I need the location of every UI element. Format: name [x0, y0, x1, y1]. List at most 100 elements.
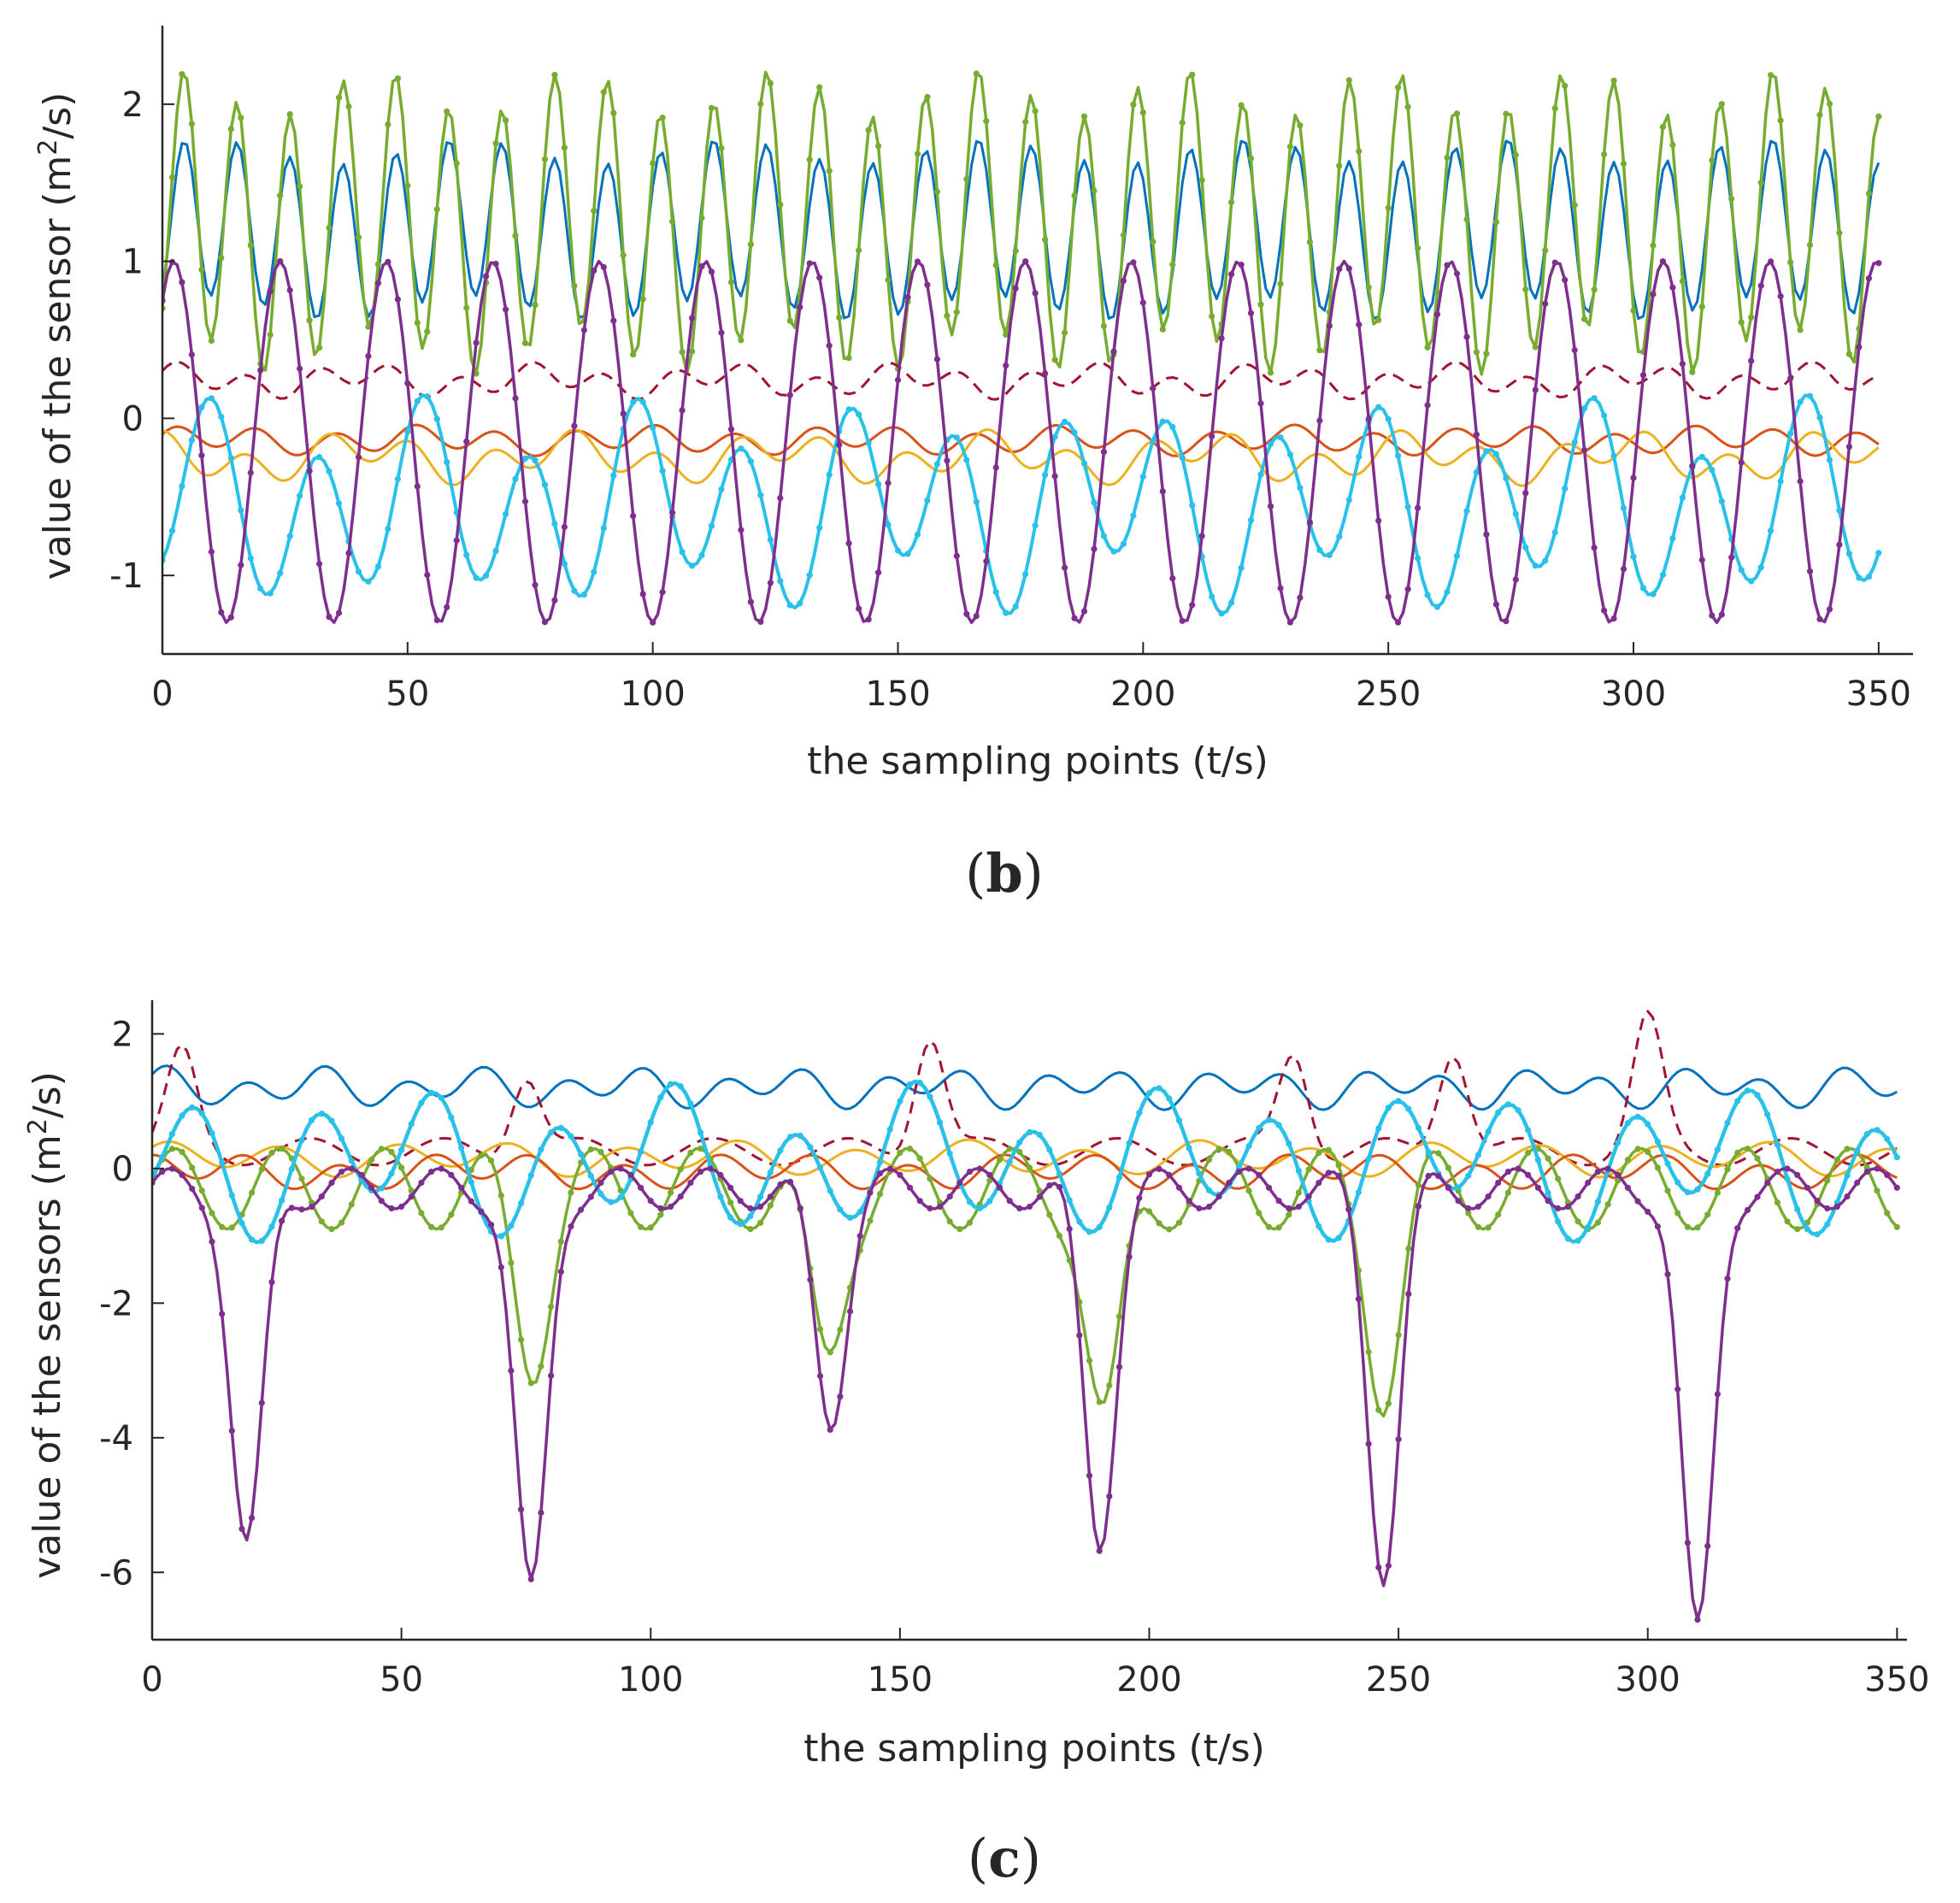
- x-tick-label-c-150: 150: [868, 1660, 933, 1700]
- data-point: [1768, 72, 1775, 79]
- chart-panel-b: 0 50 100 150 200 250 300 350 -1 0 1 2 the sampling …: [33, 26, 1913, 904]
- data-point: [1169, 575, 1176, 582]
- data-point: [1042, 370, 1049, 377]
- data-point: [698, 262, 705, 270]
- data-point: [1306, 239, 1313, 245]
- data-point: [1275, 1224, 1282, 1231]
- data-point: [1485, 1128, 1492, 1135]
- data-point: [1504, 1189, 1511, 1196]
- data-point: [1512, 151, 1519, 158]
- data-point: [1006, 1146, 1013, 1152]
- data-point: [453, 160, 460, 167]
- data-point: [963, 175, 970, 183]
- data-point: [1591, 286, 1598, 293]
- data-point: [198, 452, 205, 459]
- data-point: [1305, 1166, 1312, 1173]
- data-point: [807, 1144, 814, 1151]
- data-point: [512, 475, 519, 482]
- data-point: [404, 182, 411, 189]
- data-point: [767, 1169, 774, 1176]
- data-point: [512, 233, 519, 239]
- data-point: [1186, 1145, 1192, 1152]
- data-point: [1503, 110, 1510, 117]
- data-point: [1046, 1211, 1053, 1218]
- data-point: [168, 1165, 175, 1172]
- data-point: [1433, 311, 1441, 318]
- data-point: [647, 1224, 654, 1231]
- data-point: [1345, 1206, 1352, 1213]
- data-point: [1545, 1198, 1551, 1205]
- data-point: [738, 337, 745, 344]
- data-point: [1032, 290, 1039, 297]
- data-point: [1159, 488, 1166, 495]
- data-point: [587, 1193, 594, 1200]
- data-point: [1856, 344, 1863, 351]
- data-point: [1465, 1205, 1472, 1212]
- data-point: [1189, 602, 1196, 609]
- data-point: [571, 422, 578, 429]
- data-point: [1757, 564, 1764, 571]
- data-point: [639, 398, 646, 405]
- data-point: [927, 1175, 933, 1182]
- data-point: [1096, 1547, 1103, 1554]
- data-point: [856, 605, 862, 612]
- data-point: [1006, 1158, 1013, 1165]
- data-point: [806, 260, 813, 267]
- data-point: [946, 1218, 953, 1225]
- data-point: [610, 472, 617, 479]
- data-point: [1675, 1179, 1681, 1186]
- data-point: [1425, 1148, 1432, 1155]
- data-point: [1106, 1382, 1113, 1389]
- data-point: [1856, 574, 1863, 581]
- data-point: [600, 525, 607, 532]
- y-tick-label-c--6: -6: [99, 1553, 133, 1593]
- x-tick-label-c-0: 0: [141, 1660, 162, 1700]
- data-point: [679, 349, 686, 356]
- data-point: [1297, 122, 1304, 129]
- data-point: [488, 1222, 495, 1228]
- data-point: [1845, 351, 1852, 357]
- data-point: [1395, 452, 1402, 459]
- data-point: [1086, 1472, 1093, 1479]
- data-point: [1610, 77, 1617, 84]
- data-point: [1189, 71, 1196, 78]
- data-point: [687, 1179, 694, 1187]
- data-point: [1012, 247, 1019, 255]
- data-point: [936, 1119, 944, 1126]
- data-point: [418, 1210, 425, 1217]
- data-point: [1777, 292, 1784, 300]
- data-point: [876, 1170, 884, 1177]
- y-axis-label-c-sup: 2: [23, 1118, 53, 1134]
- data-point: [1630, 553, 1637, 560]
- data-point: [876, 1158, 884, 1166]
- data-point: [1620, 504, 1627, 511]
- data-point: [1534, 1157, 1541, 1164]
- data-point: [1365, 1441, 1372, 1447]
- data-point: [1495, 1109, 1502, 1116]
- data-point: [365, 353, 372, 360]
- data-point: [1844, 1146, 1851, 1152]
- series-markers-b-sensor-6: [162, 392, 1882, 617]
- data-point: [1684, 1540, 1691, 1547]
- data-point: [597, 1190, 604, 1198]
- data-point: [335, 500, 343, 507]
- data-point: [249, 1189, 256, 1196]
- data-point: [1485, 1224, 1492, 1231]
- data-point: [927, 1093, 933, 1100]
- data-point: [1504, 1101, 1511, 1108]
- data-point: [326, 468, 333, 474]
- data-point: [996, 1184, 1004, 1191]
- panel-label-c-open: (: [968, 1827, 988, 1889]
- data-point: [797, 303, 803, 310]
- data-point: [992, 589, 999, 596]
- data-point: [188, 121, 195, 127]
- data-point: [1042, 236, 1049, 243]
- data-point: [1297, 594, 1304, 601]
- data-point: [677, 1193, 684, 1200]
- data-point: [433, 415, 440, 422]
- data-point: [845, 406, 852, 413]
- data-point: [1445, 1164, 1451, 1171]
- data-point: [1768, 258, 1775, 265]
- data-point: [335, 94, 343, 101]
- data-point: [1179, 454, 1186, 461]
